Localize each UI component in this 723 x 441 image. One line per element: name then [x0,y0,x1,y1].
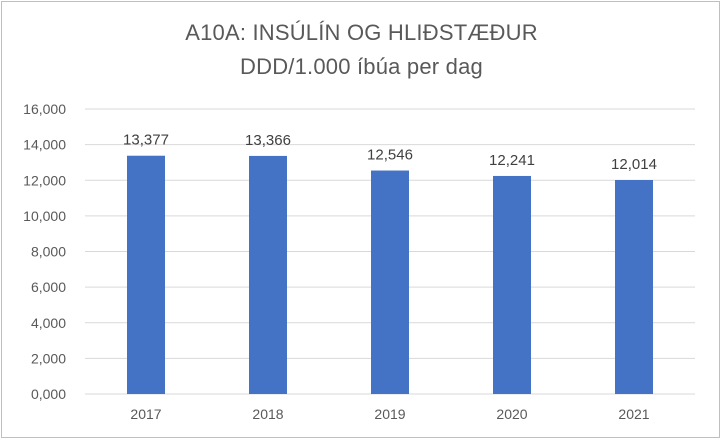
y-tick-label: 14,000 [23,137,66,153]
x-tick-label: 2018 [252,406,283,422]
x-tick-label: 2020 [496,406,527,422]
bar-2017 [127,155,165,394]
data-label-2020: 12,241 [489,152,535,169]
data-label-2021: 12,014 [611,156,657,173]
y-tick-label: 10,000 [23,208,66,224]
y-axis: 0,000 2,000 4,000 6,000 8,000 10,000 12,000 14,… [23,101,66,402]
data-label-2018: 13,366 [245,132,291,149]
bar-2021 [615,180,653,394]
chart-subtitle: DDD/1.000 íbúa per dag [240,54,483,79]
x-tick-label: 2019 [374,406,405,422]
bar-2020 [493,175,531,394]
y-tick-label: 0,000 [31,386,66,402]
data-label-2017: 13,377 [123,132,169,149]
data-labels: 13,377 13,366 12,546 12,241 12,014 [123,132,657,173]
data-label-2019: 12,546 [367,147,413,164]
y-tick-label: 2,000 [31,350,66,366]
bar-2018 [249,155,287,394]
y-tick-label: 6,000 [31,279,66,295]
y-tick-label: 12,000 [23,172,66,188]
x-tick-label: 2017 [130,406,161,422]
x-axis: 2017 2018 2019 2020 2021 [130,406,649,422]
bar-2019 [371,170,409,394]
y-tick-label: 8,000 [31,244,66,260]
y-tick-label: 16,000 [23,101,66,117]
y-tick-label: 4,000 [31,315,66,331]
x-tick-label: 2021 [618,406,649,422]
bars [127,155,653,394]
chart-title: A10A: INSÚLÍN OG HLIÐSTÆÐUR [185,20,538,45]
